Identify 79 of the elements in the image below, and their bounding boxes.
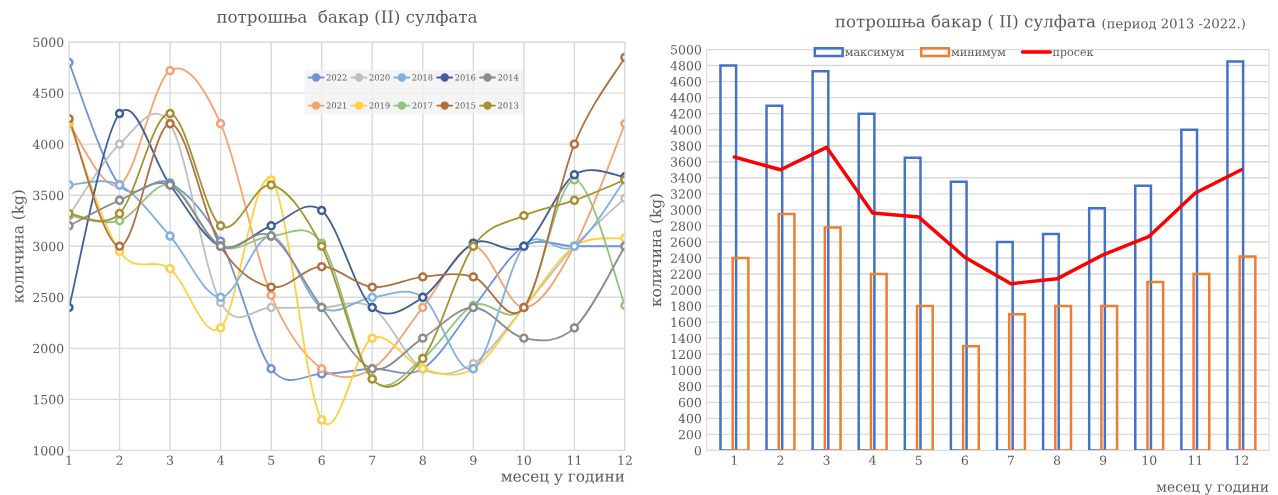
legend-label: 2015 [455,102,476,109]
y-tick-label: 2400 [670,253,702,263]
legend-label: минимум [951,50,1006,59]
y-tick-label: 1500 [33,394,64,405]
legend-label: 2019 [369,102,390,109]
legend-label: 2021 [326,102,347,109]
x-tick-label: 11 [1188,455,1202,465]
legend-label: 2016 [455,74,476,81]
x-tick-label: 10 [1142,455,1157,465]
legend-label: 2017 [412,102,433,109]
x-tick-label: 12 [618,455,632,465]
y-tick-label: 4200 [670,109,702,119]
y-tick-label: 5000 [671,44,702,55]
x-tick-label: 4 [869,455,877,465]
y-tick-label: 3600 [671,157,702,167]
x-tick-label: 2 [777,455,784,465]
legend-label: 2014 [498,74,519,81]
y-tick-label: 4500 [32,88,64,99]
y-tick-label: 3400 [671,173,702,183]
x-tick-label: 4 [217,455,224,465]
x-tick-label: 6 [961,455,969,465]
y-tick-label: 800 [678,381,702,392]
y-tick-label: 3000 [671,205,702,215]
y-tick-label: 3000 [33,241,64,252]
y-tick-label: 2800 [670,221,702,231]
y-tick-label: 2000 [670,285,702,295]
y-tick-label: 600 [678,397,702,408]
x-axis-title: месец у години [501,473,625,485]
x-tick-label: 5 [268,455,275,465]
y-tick-label: 0 [694,445,702,456]
y-tick-label: 2500 [33,292,64,303]
legend-label: 2013 [498,102,519,109]
legend-label: 2018 [412,74,433,81]
x-tick-label: 1 [66,455,72,465]
y-tick-label: 400 [678,413,702,424]
legend-label: 2020 [369,74,390,81]
x-tick-label: 11 [567,455,581,465]
y-axis-title: количина (kg) [11,190,27,303]
y-tick-label: 2600 [670,237,702,247]
legend-label: просек [1052,49,1094,59]
y-tick-label: 4800 [670,61,702,71]
y-tick-label: 200 [678,429,702,440]
x-tick-label: 7 [1008,455,1015,465]
chart-title: потрошња бакар ( II) сулфата [835,14,1096,31]
y-tick-label: 1600 [671,317,702,328]
y-tick-label: 2200 [670,269,702,279]
legend-label: 2022 [326,74,347,81]
y-tick-label: 5000 [33,37,64,47]
y-tick-label: 4000 [670,125,702,135]
legend-label: максимум [845,49,905,59]
x-tick-label: 12 [1234,455,1249,465]
y-tick-label: 3800 [671,141,702,151]
y-tick-label: 3500 [33,190,64,201]
x-tick-label: 9 [1099,455,1107,465]
x-axis-title: месец у години [1156,484,1269,495]
y-tick-label: 1000 [33,445,64,456]
y-tick-label: 1200 [671,349,702,360]
x-tick-label: 3 [167,455,174,465]
y-tick-label: 2000 [33,343,64,354]
y-tick-label: 1800 [671,301,702,312]
x-tick-label: 9 [470,455,477,465]
x-tick-label: 8 [1053,455,1061,465]
x-tick-label: 3 [823,455,830,465]
x-tick-label: 10 [517,455,531,465]
y-tick-label: 1400 [671,333,702,344]
y-tick-label: 3200 [671,189,702,199]
x-tick-label: 5 [915,455,922,465]
x-tick-label: 1 [731,455,737,465]
y-tick-label: 1000 [671,365,702,376]
x-tick-label: 8 [419,455,426,465]
y-tick-label: 4000 [32,139,64,150]
x-tick-label: 2 [116,455,123,465]
x-tick-label: 7 [369,455,376,465]
chart-subtitle: (период 2013 -2022.) [1102,18,1245,31]
x-tick-label: 6 [318,455,325,465]
chart-title: потрошња бакар (II) сулфата [217,9,478,27]
y-tick-label: 4400 [670,93,702,103]
y-tick-label: 4600 [670,77,702,87]
y-axis-title: количина (kg) [649,194,665,307]
